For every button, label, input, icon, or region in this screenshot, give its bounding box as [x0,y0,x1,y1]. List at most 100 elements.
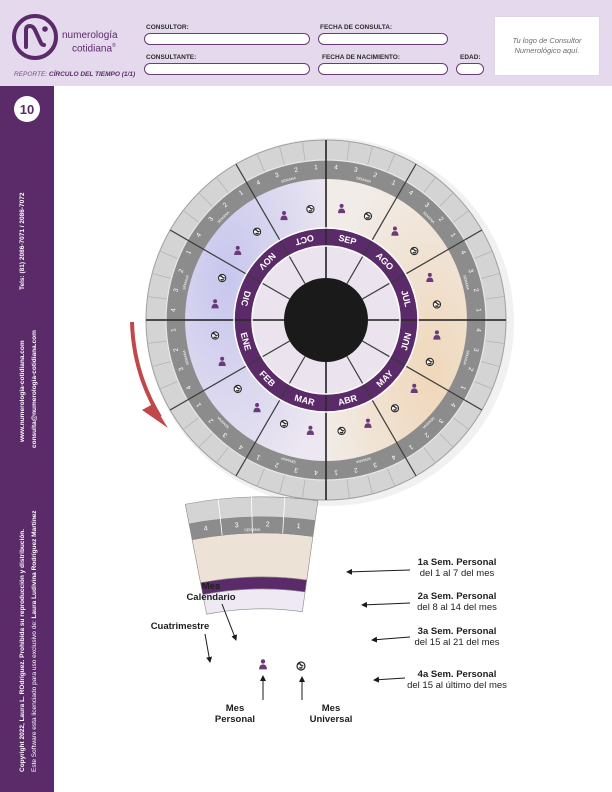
person-icon [433,330,441,340]
week4-title: 4a Sem. Personal [417,669,497,680]
week-number: 1 [238,189,245,197]
legend-week-divider [217,499,223,536]
person-icon [218,356,226,366]
outer-tick [367,474,373,494]
week-label: SEMANA [355,456,371,464]
outer-tick [302,141,306,162]
month-inner-edge [251,245,401,395]
month-label: JUL [399,289,413,308]
outer-tick [216,176,229,194]
consultor-field[interactable] [144,33,310,45]
outer-tick [182,417,200,430]
outer-tick [198,432,214,448]
legend-week-number: 3 [235,522,239,529]
mes-personal-2: Personal [214,714,256,725]
mes-universal-1: Mes [321,703,341,714]
brand-line-1: numerología [62,30,118,41]
legend-week-number: 4 [203,525,208,533]
month-label: ENE [239,331,253,351]
week-number: 4 [334,164,338,171]
week-number: 2 [173,347,181,352]
outer-tick [473,380,493,390]
consultante-field[interactable] [144,63,310,75]
globe-icon [337,426,346,436]
wheel-spoke [362,340,483,411]
week-number: 3 [178,366,186,372]
person-icon [306,425,315,435]
outer-tick [279,474,285,494]
week-label: SEMANA [462,275,470,291]
fecha-consulta-label: FECHA DE CONSULTA: [320,24,393,31]
outer-tick [216,446,229,464]
outer-tick [152,273,172,279]
fecha-nacimiento-field[interactable] [318,63,448,75]
mes-universal-label: Mes Universal [296,703,366,725]
outer-tick [438,432,454,448]
globe-icon [306,204,315,214]
wheel-spoke [346,356,417,477]
consultante-label: CONSULTANTE: [146,54,197,61]
brand-reg: ® [112,43,116,49]
fecha-consulta-field[interactable] [318,33,448,45]
week1-leader [346,568,411,575]
outer-tick [473,250,493,260]
wheel-spoke [169,229,290,300]
legend-globe-icon [296,661,306,671]
week-number: 4 [195,232,203,239]
person-icon [391,226,399,236]
outer-tick [256,153,266,173]
wheel-spoke [169,340,290,411]
globe-icon [210,331,220,340]
legend-week-divider [251,496,253,533]
logo-placeholder[interactable]: Tu logo de Consultor Numerológico aquí. [494,16,600,76]
outer-tick [256,467,266,487]
outer-tick [198,192,214,208]
legend-week-number: 2 [266,521,270,528]
outer-tick [480,273,500,279]
week-number: 1 [475,308,482,312]
week-label: SEMANA [182,349,190,365]
globe-icon [252,227,262,236]
outer-tick [302,478,306,499]
globe-icon [233,384,242,394]
edad-field[interactable] [456,63,484,75]
week-label: SEMANA [182,274,190,290]
cuatrimestre-text: Cuatrimestre [150,621,210,632]
globe-icon [390,404,400,413]
week-number: 2 [466,366,474,372]
legend-person-icon [259,659,267,670]
week-number: 2 [207,417,215,425]
logo-placeholder-line1: Tu logo de Consultor [512,36,582,45]
month-label: JUN [399,331,413,351]
mes-personal-1: Mes [225,703,245,714]
week-number: 1 [449,232,457,239]
sidebar [0,86,54,792]
person-icon [280,210,288,221]
cuatrimestre-label: Cuatrimestre [140,621,220,632]
edad-label: EDAD: [460,54,481,61]
month-label: SEP [337,233,357,247]
wheel-spoke [235,163,306,284]
week2-label: 2a Sem. Personal del 8 al 14 del mes [392,591,522,613]
center-hub [284,278,368,362]
week3-title: 3a Sem. Personal [417,626,497,637]
outer-tick [147,340,168,344]
week-number: 4 [314,469,318,476]
globe-icon [410,246,419,256]
outer-tick [484,340,505,344]
week-number: 3 [423,202,431,210]
week-number: 4 [238,443,245,451]
week-number: 2 [178,268,186,274]
week-number: 2 [274,460,280,468]
wheel-spoke [235,356,306,477]
mes-universal-2: Universal [309,714,353,725]
brand-name: numerología cotidiana® [62,31,118,54]
week2-title: 2a Sem. Personal [417,591,497,602]
person-icon [337,203,346,214]
week3-sub: del 15 al 21 del mes [414,637,500,648]
logo-placeholder-line2: Numerológico aquí. [514,46,580,55]
week4-sub: del 15 al último del mes [407,680,507,691]
page-number: 10 [14,96,40,122]
